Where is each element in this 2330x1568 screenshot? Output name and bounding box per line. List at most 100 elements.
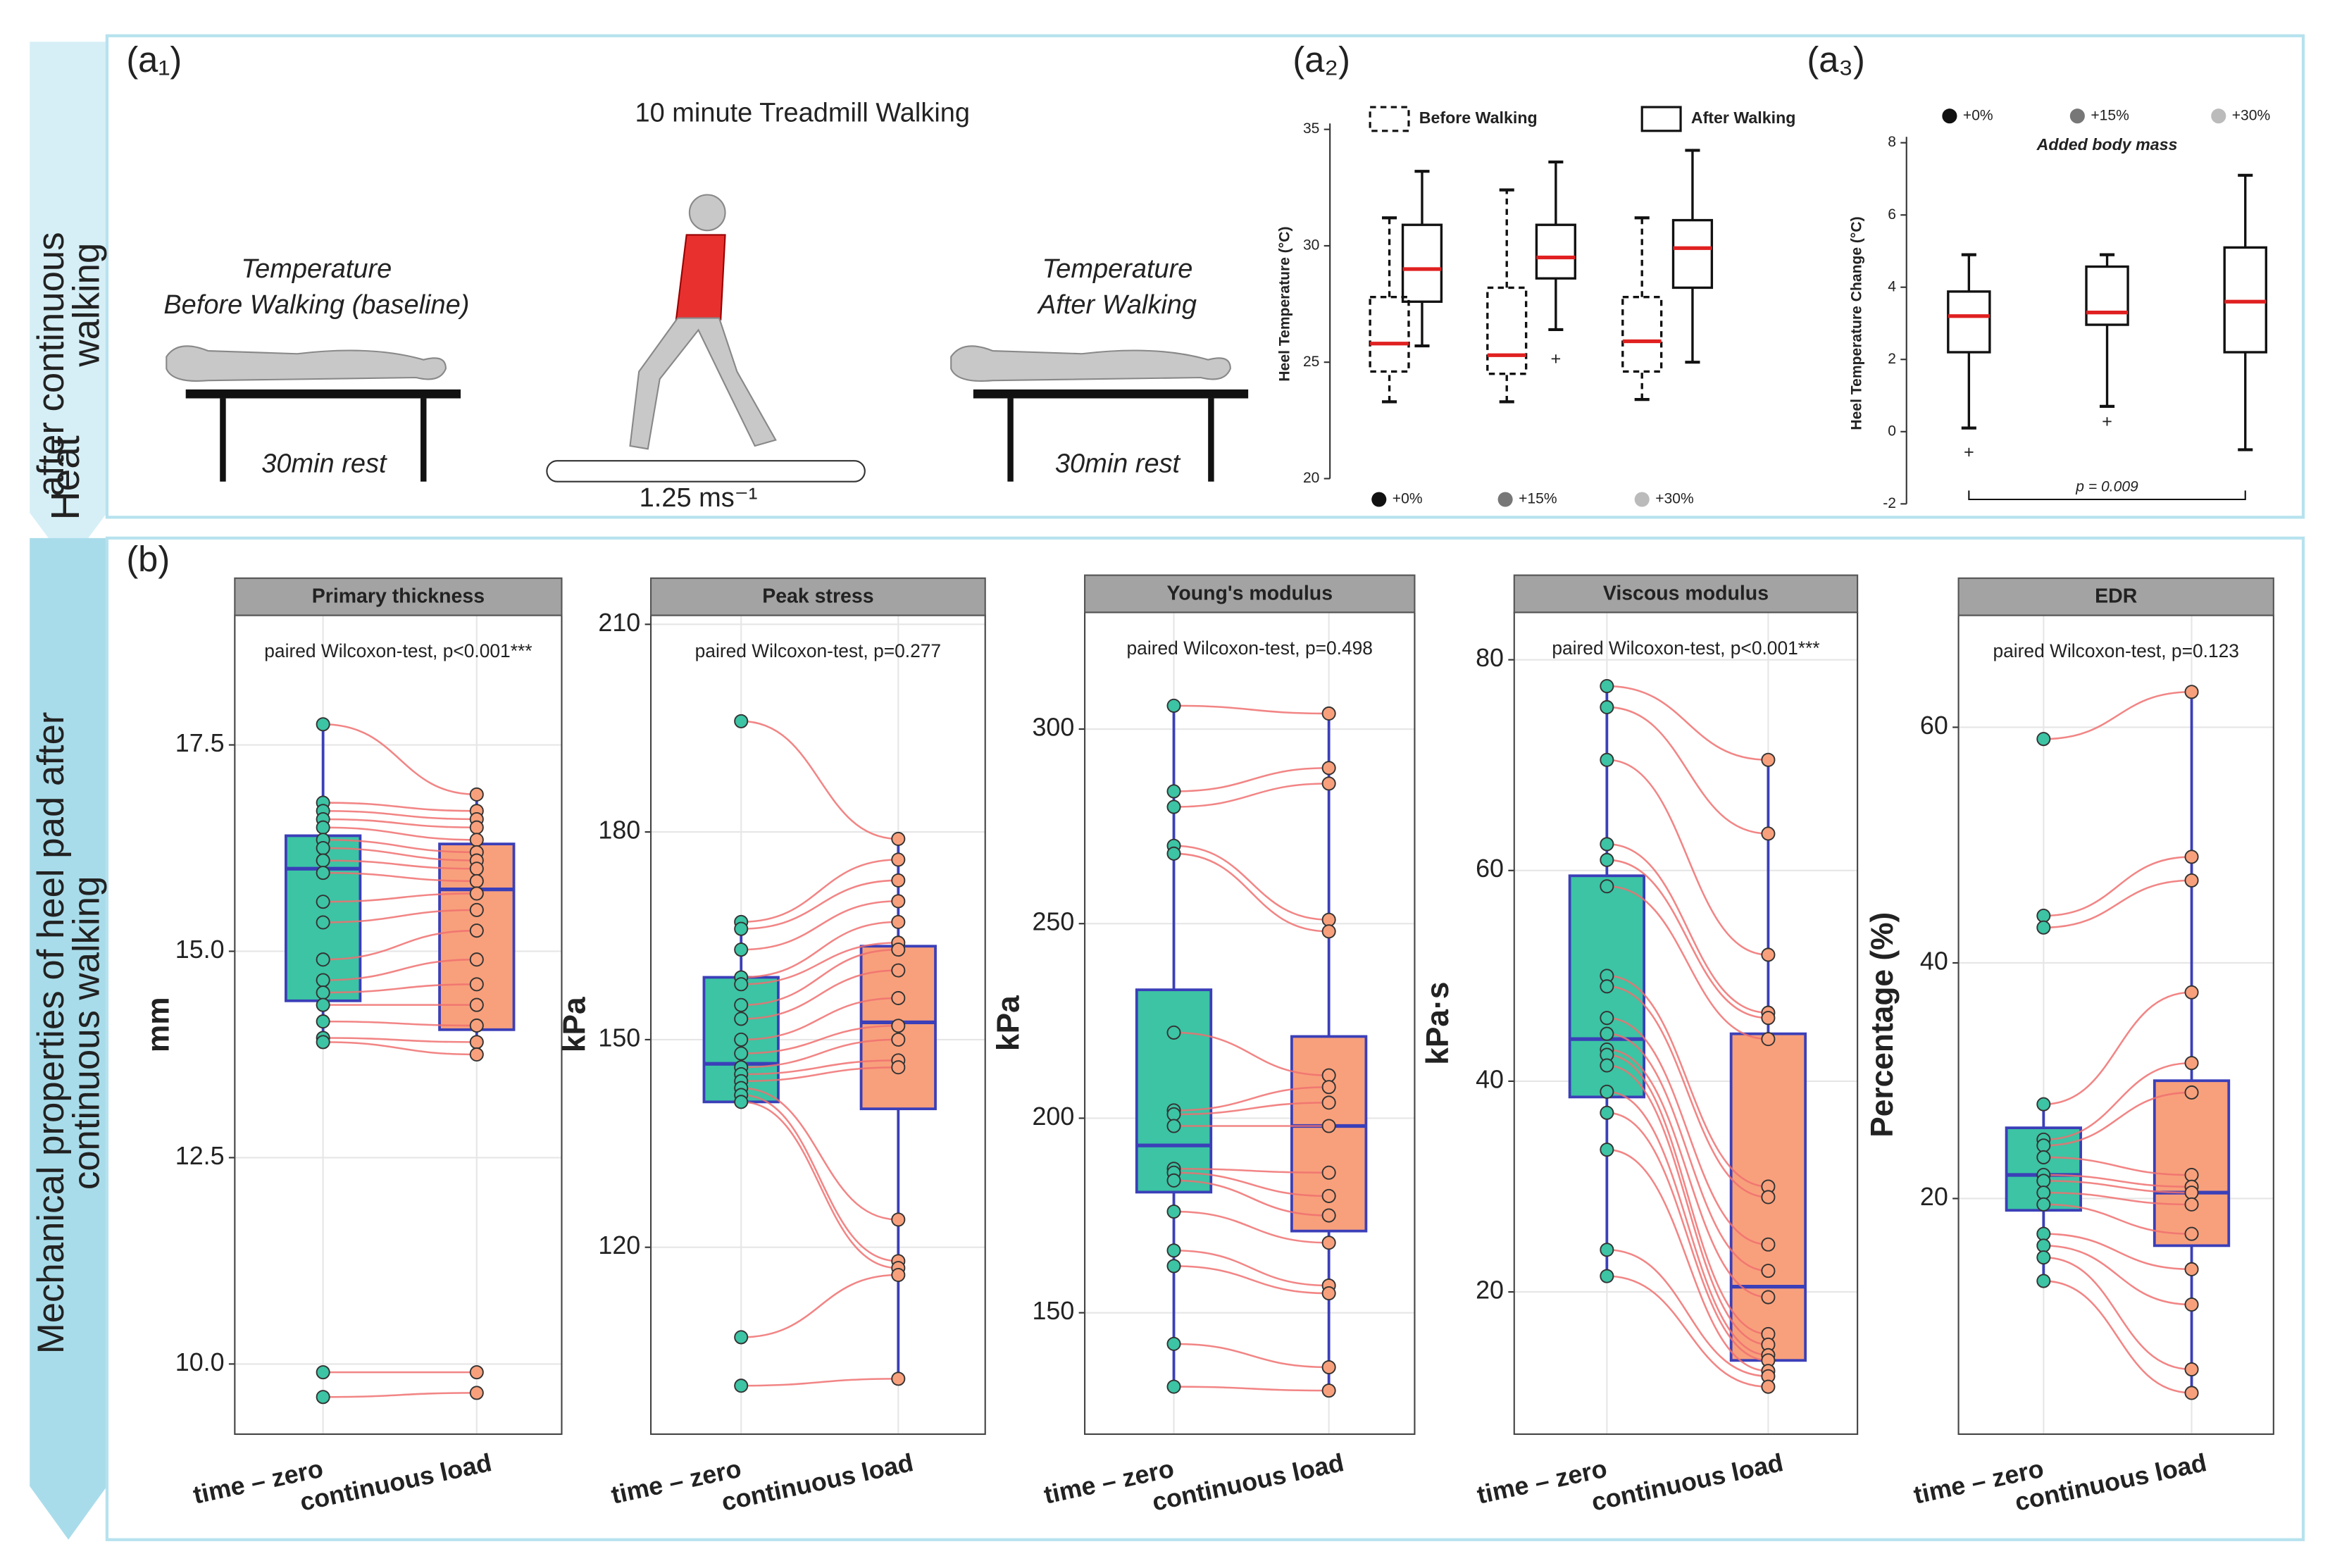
x-tick-label: continuous load [1150, 1448, 1346, 1517]
data-point [316, 985, 330, 1000]
data-point [891, 990, 906, 1005]
data-point [1761, 947, 1776, 962]
table [185, 389, 461, 399]
data-point [469, 1365, 484, 1380]
pair-line [323, 826, 477, 841]
y-tick-label: 250 [1032, 908, 1074, 936]
facet-header [649, 577, 986, 616]
pair-line [1607, 885, 1769, 1040]
pair-line [1607, 985, 1769, 1198]
table [973, 389, 1249, 399]
data-point [2036, 1250, 2051, 1265]
label: 30min rest [261, 449, 387, 479]
pair-line [741, 1024, 899, 1054]
label: Temperature [1042, 254, 1193, 284]
data-point [1321, 761, 1336, 776]
pair-line [323, 871, 477, 883]
x-tick-label: continuous load [297, 1448, 494, 1517]
lying-body [166, 345, 447, 382]
facet-header [1084, 574, 1416, 614]
data-point [891, 873, 906, 888]
treadmill [546, 460, 866, 483]
lying-body [950, 345, 1231, 382]
data-point [316, 1390, 330, 1405]
data-point [469, 886, 484, 901]
pair-line [323, 958, 477, 981]
data-point [1166, 1119, 1181, 1133]
legend-dot [2069, 108, 2085, 124]
y-tick-label: 180 [598, 816, 640, 845]
test-result: paired Wilcoxon-test, p=0.277 [695, 640, 941, 661]
panel-label: (a₂) [1292, 39, 1350, 80]
legend-swatch [1369, 106, 1410, 132]
y-tick-label: 0 [1888, 423, 1896, 439]
data-point [1166, 1107, 1181, 1121]
table-leg [1208, 398, 1214, 482]
data-point [1600, 852, 1614, 867]
pair-line [1607, 1148, 1769, 1372]
legs [629, 317, 777, 450]
y-axis-label: kPa [557, 997, 592, 1052]
y-tick-label: 300 [1032, 714, 1074, 742]
protocol-illustration: 10 minute Treadmill Walking Temperature … [163, 99, 1249, 513]
pair-line [1173, 767, 1329, 792]
y-axis-label: mm [142, 997, 176, 1052]
side-arrows [30, 42, 107, 1540]
data-point [1166, 1204, 1181, 1219]
pair-line [2043, 1091, 2192, 1147]
y-tick-label: 120 [598, 1231, 640, 1259]
data-point [469, 923, 484, 938]
pair-line [323, 839, 477, 854]
legend-label: +30% [1655, 491, 1694, 507]
data-point [2184, 985, 2199, 1000]
legend-dot [1497, 492, 1513, 507]
data-point [1321, 1188, 1336, 1203]
data-point [469, 787, 484, 802]
data-point [1321, 1080, 1336, 1095]
pair-line [2043, 879, 2192, 929]
pair-line [1607, 759, 1769, 956]
data-point [1166, 1336, 1181, 1351]
data-point [1761, 1264, 1776, 1278]
panel-label: (a₃) [1807, 39, 1865, 80]
data-point [2184, 1226, 2199, 1241]
x-tick-label: time – zero [1474, 1455, 1609, 1510]
y-tick-label: 25 [1303, 354, 1319, 370]
y-tick-label: 17.5 [175, 729, 225, 757]
head [688, 194, 726, 232]
pair-line [1173, 1167, 1329, 1174]
label: After Walking [1037, 290, 1197, 320]
pair-line [2043, 1233, 2192, 1271]
pair-line [323, 983, 477, 994]
data-point [1600, 879, 1614, 894]
y-tick-label: 150 [598, 1023, 640, 1052]
box [1369, 295, 1410, 373]
data-point [1166, 698, 1181, 713]
facet-title: Peak stress [762, 585, 873, 608]
data-point [316, 973, 330, 988]
data-point [469, 1047, 484, 1062]
pair-line [2043, 1180, 2192, 1194]
data-point [2184, 1197, 2199, 1212]
y-tick-label: 20 [1920, 1183, 1948, 1211]
test-result: paired Wilcoxon-test, p<0.001*** [264, 640, 532, 661]
data-point [2184, 873, 2199, 888]
data-point [469, 820, 484, 835]
legend-label: +15% [2091, 107, 2129, 123]
data-point [2184, 1386, 2199, 1400]
data-point [1761, 1190, 1776, 1205]
data-point [2184, 1085, 2199, 1100]
data-point [891, 1019, 906, 1033]
y-tick-label: 80 [1476, 644, 1504, 672]
pair-line [1607, 975, 1769, 1188]
pair-line [1607, 1033, 1769, 1272]
pair-line [2043, 1203, 2192, 1235]
pair-line [2043, 856, 2192, 917]
data-point [1321, 706, 1336, 721]
pair-line [741, 921, 899, 978]
pair-line [741, 879, 899, 930]
y-tick-label: 15.0 [175, 935, 225, 964]
data-point [2184, 1362, 2199, 1377]
y-tick-label: 2 [1888, 351, 1896, 367]
box [1486, 286, 1528, 375]
